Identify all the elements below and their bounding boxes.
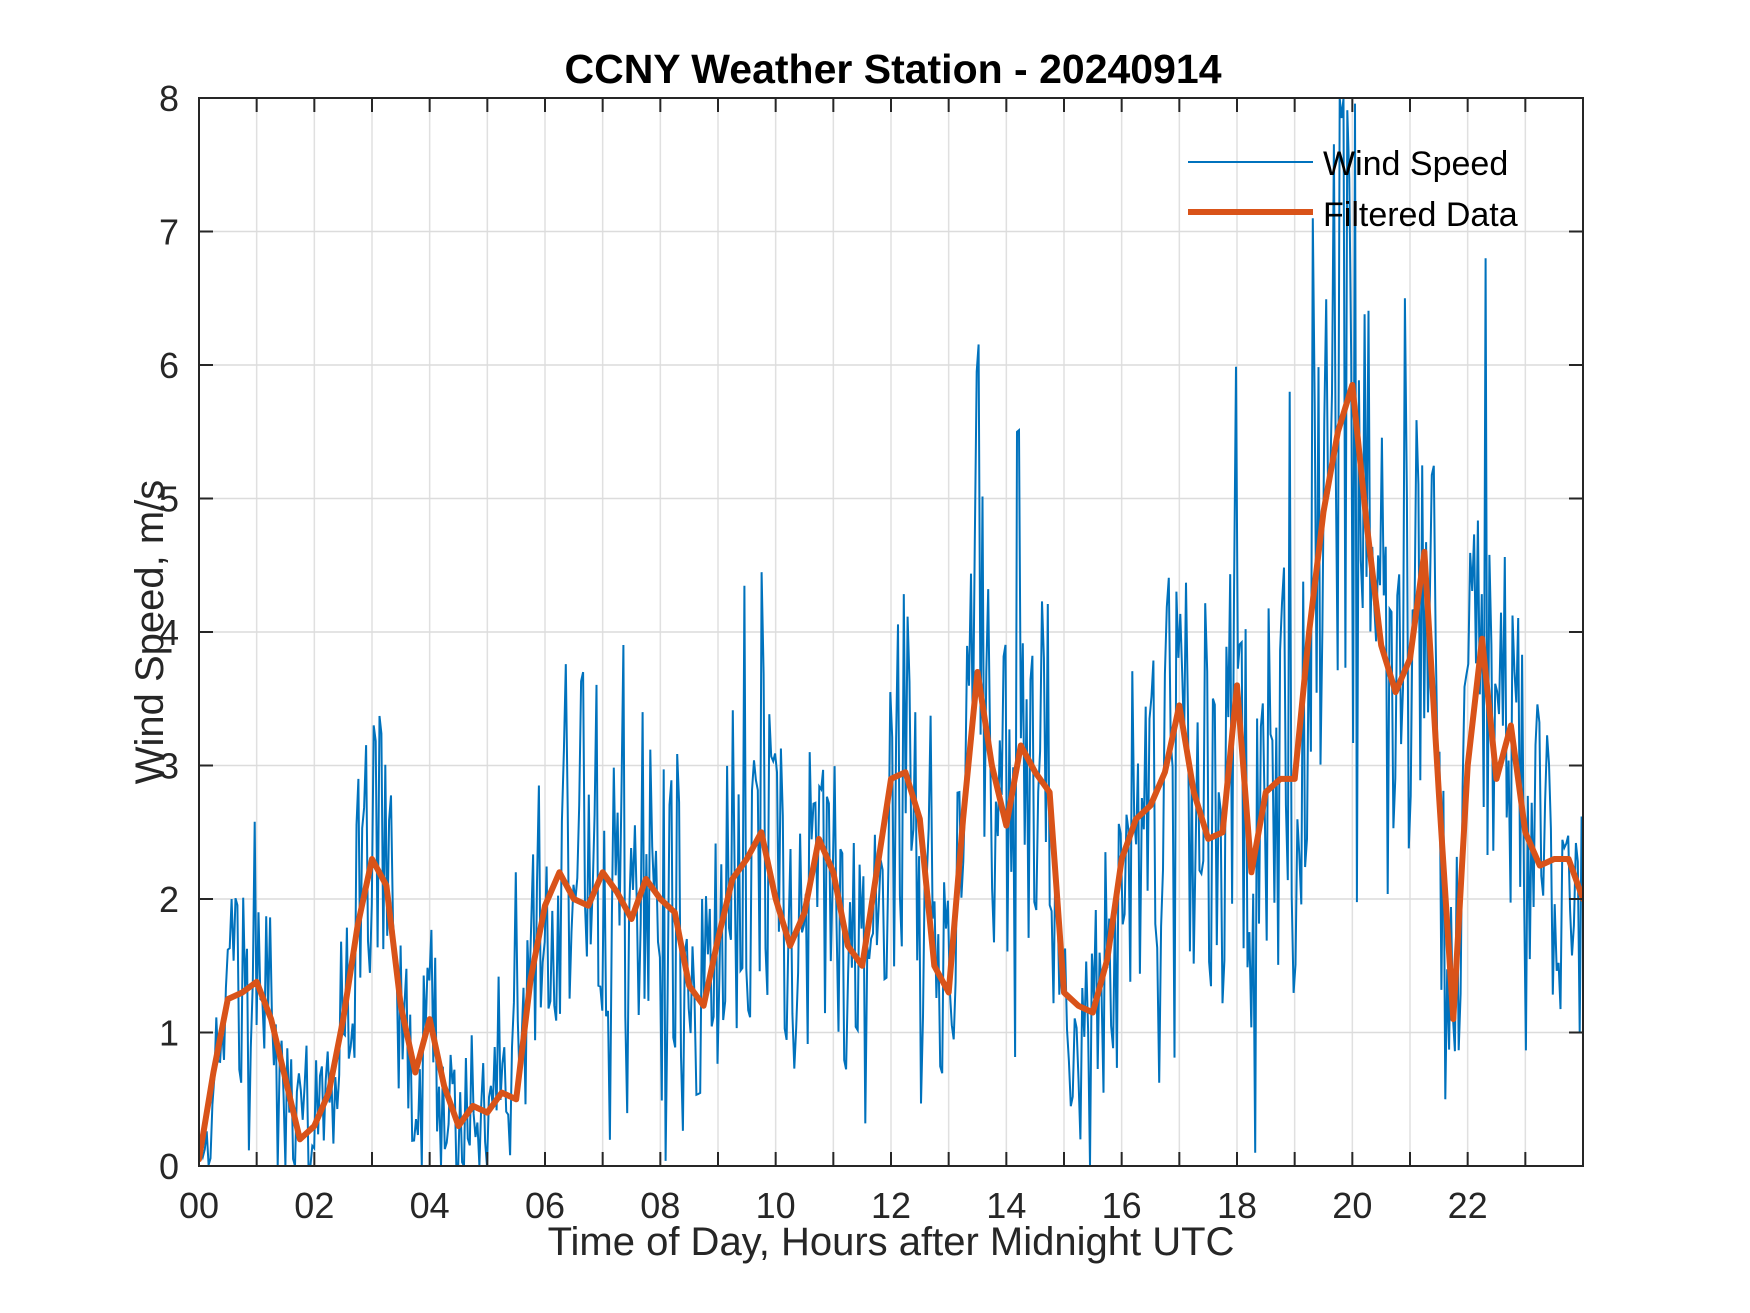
y-tick-label: 1 (159, 1013, 179, 1054)
x-tick-labels: 00 02 04 06 08 10 12 14 16 18 20 22 (179, 1185, 1488, 1226)
x-tick-label: 18 (1217, 1185, 1257, 1226)
x-tick-label: 12 (871, 1185, 911, 1226)
y-tick-label: 0 (159, 1146, 179, 1187)
y-tick-label: 5 (159, 479, 179, 520)
x-tick-label: 16 (1102, 1185, 1142, 1226)
y-tick-label: 8 (159, 78, 179, 119)
x-tick-label: 08 (640, 1185, 680, 1226)
legend: Wind Speed Filtered Data (1188, 145, 1518, 234)
filtered-data-line (199, 382, 1583, 1163)
axis-ticks (199, 97, 1583, 1167)
y-tick-label: 2 (159, 879, 179, 920)
x-tick-label: 00 (179, 1185, 219, 1226)
y-tick-labels: 0 1 2 3 4 5 6 7 8 (159, 78, 179, 1187)
x-tick-label: 22 (1448, 1185, 1488, 1226)
chart-title: CCNY Weather Station - 20240914 (564, 46, 1221, 92)
y-tick-label: 7 (159, 212, 179, 253)
x-tick-label: 20 (1332, 1185, 1372, 1226)
y-tick-label: 6 (159, 345, 179, 386)
x-tick-label: 14 (986, 1185, 1026, 1226)
x-tick-label: 10 (756, 1185, 796, 1226)
legend-label-wind-speed: Wind Speed (1323, 145, 1508, 183)
x-tick-label: 02 (294, 1185, 334, 1226)
x-tick-label: 06 (525, 1185, 565, 1226)
legend-label-filtered-data: Filtered Data (1323, 196, 1518, 234)
y-tick-label: 4 (159, 612, 179, 653)
x-tick-label: 04 (410, 1185, 450, 1226)
x-axis-label: Time of Day, Hours after Midnight UTC (548, 1220, 1235, 1264)
wind-speed-line (199, 98, 1583, 1166)
y-axis-label: Wind Speed, m/s (128, 480, 172, 785)
y-tick-label: 3 (159, 746, 179, 787)
